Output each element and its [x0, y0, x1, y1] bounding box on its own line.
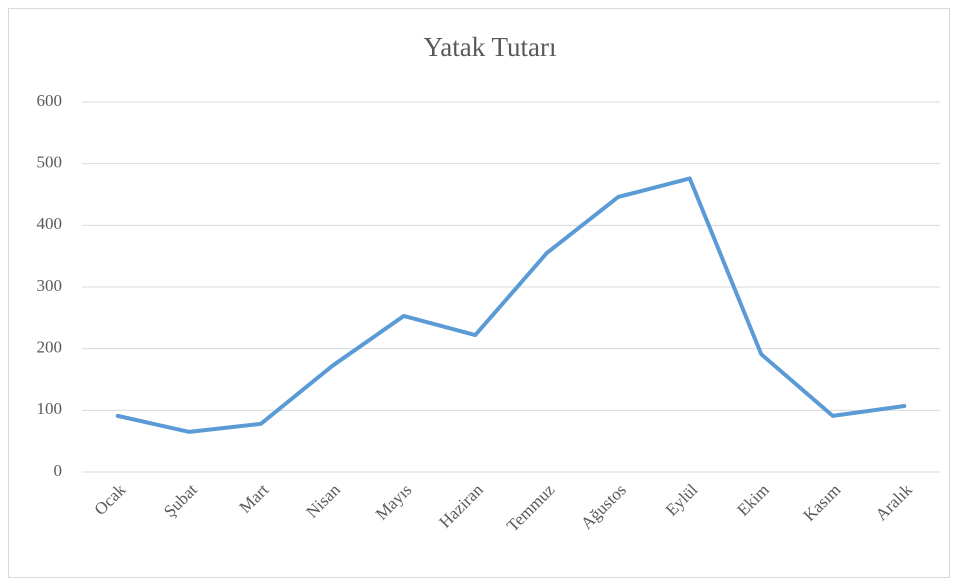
data-line	[115, 176, 907, 434]
y-tick-label: 500	[37, 153, 63, 172]
chart-title: Yatak Tutarı	[423, 32, 556, 62]
y-tick-label: 0	[54, 461, 63, 480]
y-tick-label: 600	[37, 91, 63, 110]
y-tick-label: 400	[37, 214, 63, 233]
y-tick-label: 200	[37, 338, 63, 357]
chart-frame	[8, 8, 950, 578]
y-tick-label: 300	[37, 276, 63, 295]
y-tick-label: 100	[37, 399, 63, 418]
